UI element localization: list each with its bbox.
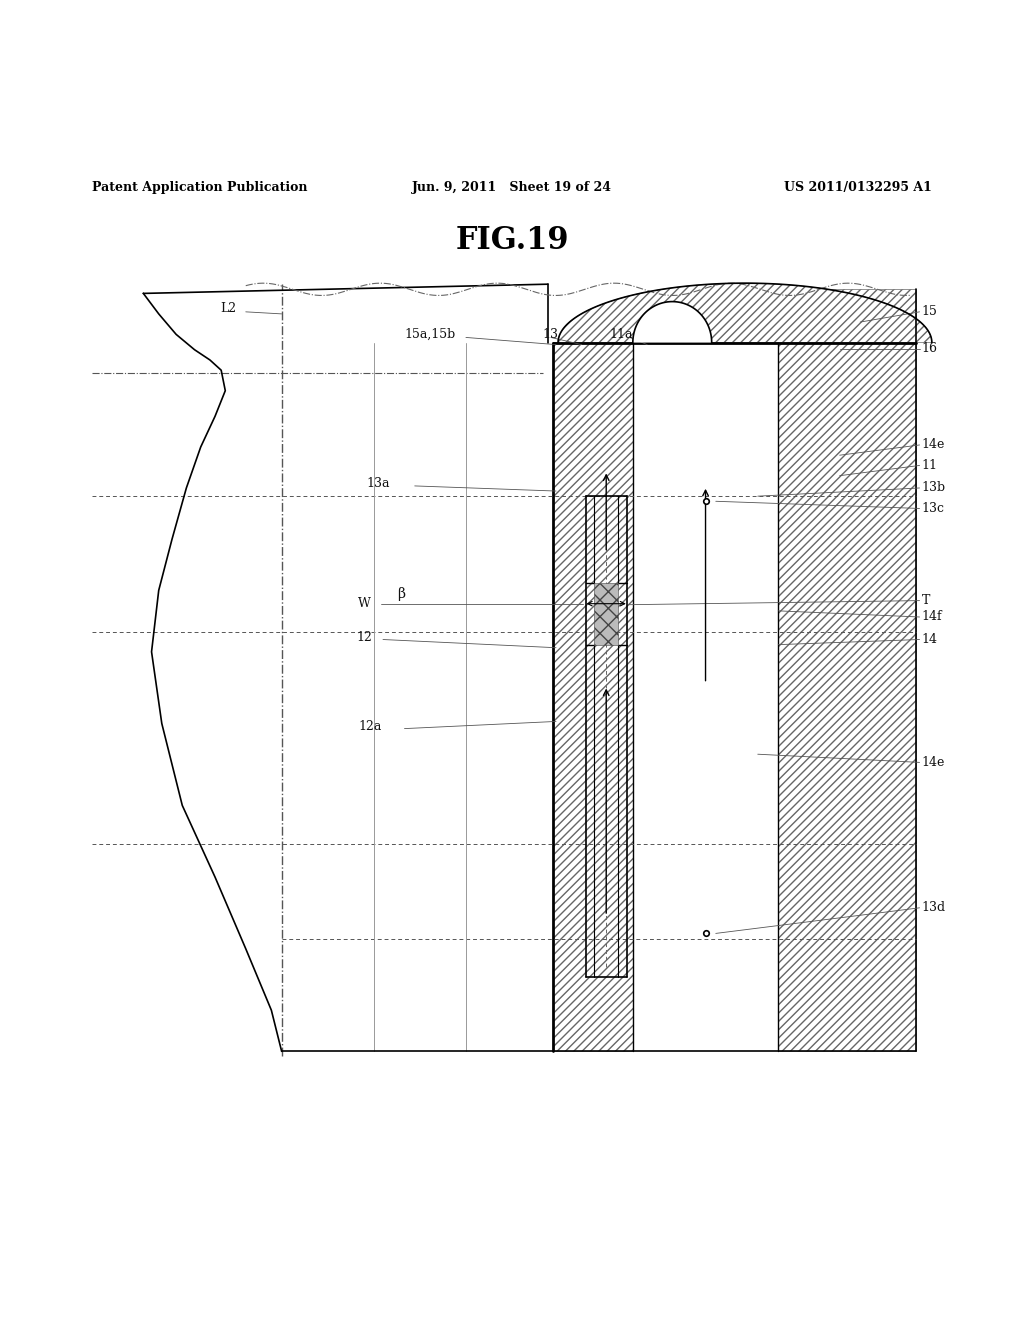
Text: L2: L2 [220,302,237,315]
Polygon shape [594,583,618,644]
Polygon shape [553,284,932,343]
Text: 14e: 14e [922,438,945,451]
Polygon shape [778,289,916,1051]
Polygon shape [633,343,778,1051]
Text: FIG.19: FIG.19 [456,224,568,256]
Text: 13a: 13a [367,478,390,490]
Text: 12a: 12a [358,721,382,733]
Text: W: W [358,597,372,610]
Text: Patent Application Publication: Patent Application Publication [92,181,307,194]
Text: 14e: 14e [922,756,945,768]
Text: 13b: 13b [922,482,946,495]
Text: 11: 11 [922,459,938,473]
Text: 16: 16 [922,342,938,355]
Text: T: T [922,594,930,607]
Text: Jun. 9, 2011   Sheet 19 of 24: Jun. 9, 2011 Sheet 19 of 24 [412,181,612,194]
Text: US 2011/0132295 A1: US 2011/0132295 A1 [784,181,932,194]
Text: 14: 14 [922,634,938,645]
Polygon shape [553,343,633,1051]
Text: β: β [397,587,406,602]
Text: 11a: 11a [609,327,633,341]
Text: 12: 12 [356,631,373,644]
Text: 14f: 14f [922,610,942,623]
Text: 13c: 13c [922,502,944,515]
Text: 13: 13 [543,327,559,341]
Text: 15: 15 [922,305,938,318]
Polygon shape [633,301,712,343]
Text: 13d: 13d [922,902,946,915]
Text: 15a,15b: 15a,15b [404,327,456,341]
